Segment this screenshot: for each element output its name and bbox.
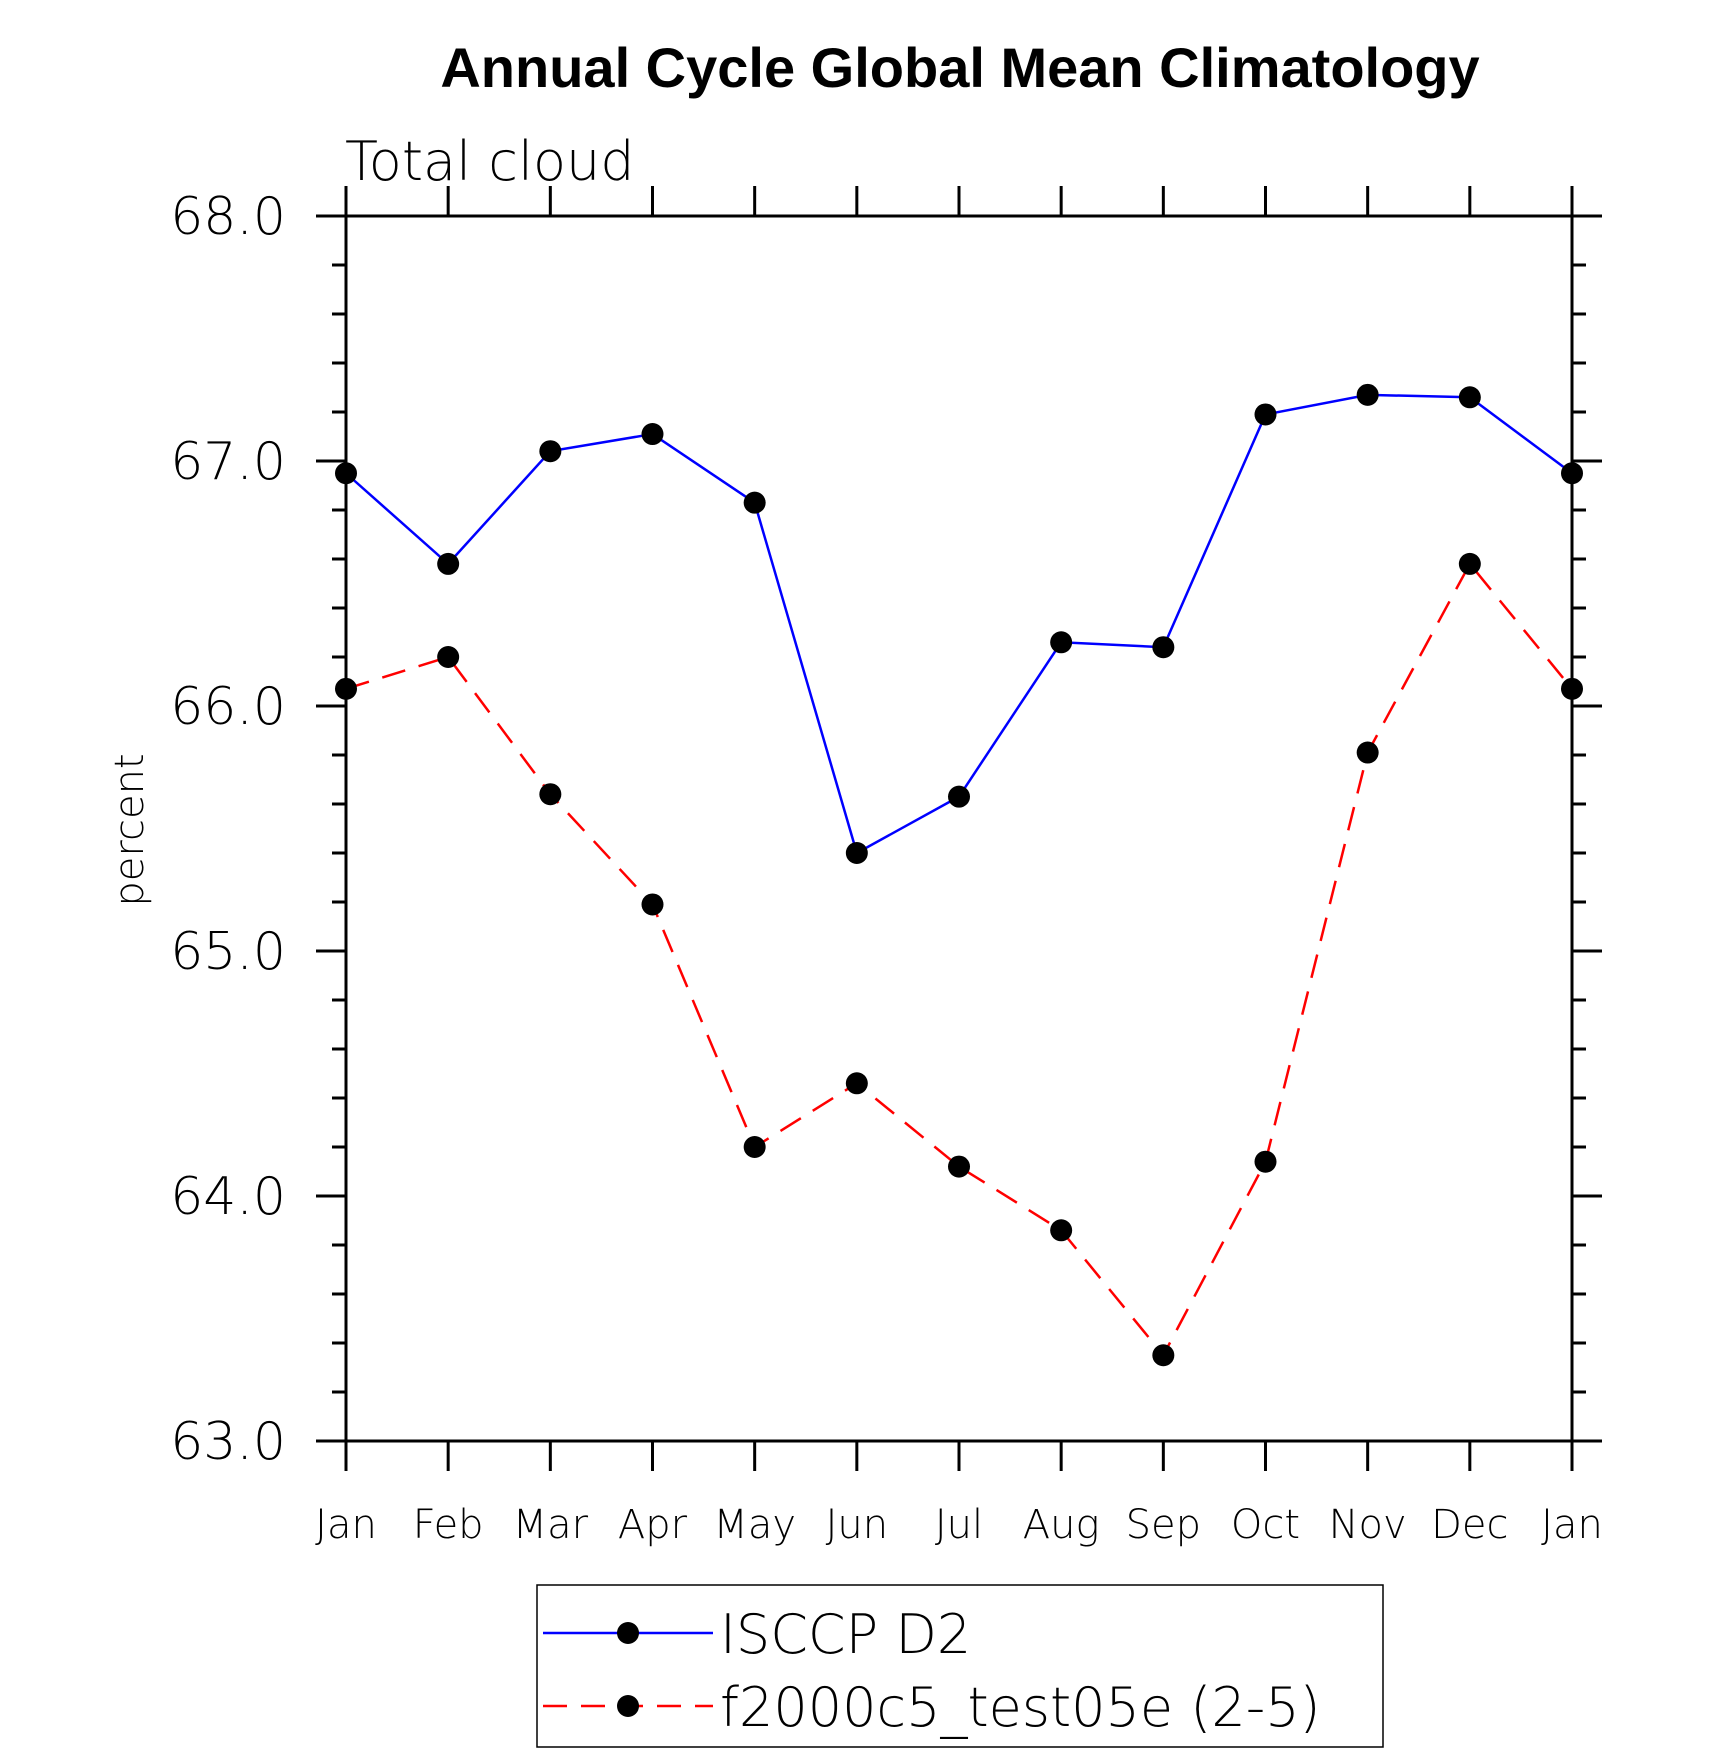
legend-marker-2 <box>617 1695 639 1717</box>
series-2-point <box>1458 552 1481 575</box>
y-tick-label: 66.0 <box>170 677 286 737</box>
x-tick-label: Apr <box>618 1502 688 1548</box>
series-1-point <box>743 491 766 514</box>
legend-label-1: ISCCP D2 <box>720 1603 971 1666</box>
x-tick-label: Oct <box>1231 1502 1300 1548</box>
series-1-point <box>1254 403 1277 426</box>
legend-box <box>536 1584 1384 1748</box>
y-tick-label: 67.0 <box>170 432 286 492</box>
x-tick-label: Jun <box>826 1502 889 1548</box>
x-tick-label: Jan <box>1541 1502 1603 1548</box>
series-1-point <box>845 842 868 864</box>
x-tick-label: Dec <box>1431 1502 1508 1548</box>
x-tick-label: Jul <box>935 1502 983 1548</box>
series-1-point <box>1561 462 1583 485</box>
chart-subtitle: Total cloud <box>345 130 635 193</box>
y-tick-label: 68.0 <box>170 187 286 247</box>
series-1-point <box>948 785 970 808</box>
series-2-point <box>437 646 460 668</box>
x-tick-label: Nov <box>1329 1502 1407 1548</box>
series-2-point <box>1050 1219 1073 1242</box>
x-tick-label: Aug <box>1023 1502 1100 1548</box>
series-1-point <box>1458 386 1481 409</box>
series-2-point <box>743 1136 766 1158</box>
x-tick-label: Mar <box>513 1502 589 1548</box>
series-line-2 <box>345 561 1573 1358</box>
legend: ISCCP D2 f2000c5_test05e (2-5) <box>536 1584 1384 1748</box>
y-tick-label: 63.0 <box>170 1412 286 1472</box>
series-1-point <box>1050 631 1073 654</box>
series-2-point <box>1561 677 1583 700</box>
y-axis-label: percent <box>107 753 153 906</box>
legend-label-2: f2000c5_test05e (2-5) <box>720 1676 1321 1739</box>
series-2-point <box>1254 1150 1277 1173</box>
series-2-point <box>539 783 562 806</box>
series-1-point <box>335 462 357 485</box>
plot-frame <box>344 214 1574 1443</box>
plot-area: Jan Feb Mar Apr May Jun Jul Aug Sep Oct Nov Dec Jan 6… <box>170 186 1603 1548</box>
chart-title: Annual Cycle Global Mean Climatology <box>440 36 1479 99</box>
x-tick-label: Feb <box>413 1502 484 1548</box>
series-2-point <box>335 677 357 700</box>
series-1-point <box>437 552 460 575</box>
legend-marker-1 <box>617 1622 639 1644</box>
x-tick-label: May <box>713 1502 796 1548</box>
series-1-point <box>539 440 562 463</box>
x-tick-label: Jan <box>315 1502 377 1548</box>
y-tick-label: 64.0 <box>170 1167 286 1227</box>
series-2-point <box>948 1155 970 1178</box>
y-tick-label: 65.0 <box>170 922 286 982</box>
series-2-point <box>845 1072 868 1095</box>
series-1-point <box>1356 383 1379 406</box>
series-2-point <box>1356 741 1379 764</box>
series-2-point <box>1152 1344 1175 1367</box>
series-1-point <box>1152 636 1175 659</box>
series-2-point <box>641 893 664 916</box>
series-1-point <box>641 423 664 446</box>
series-line-1 <box>345 393 1573 855</box>
x-tick-label: Sep <box>1126 1502 1201 1548</box>
